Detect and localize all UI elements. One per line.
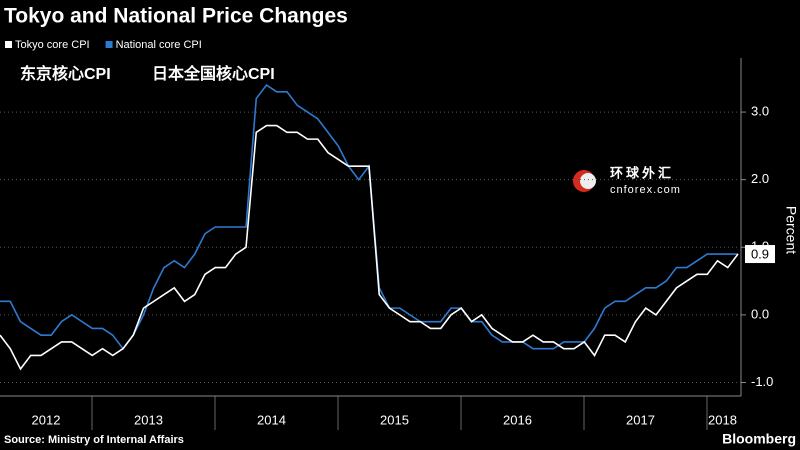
legend-label: Tokyo core CPI — [15, 39, 90, 51]
y-tick-label: 0.0 — [751, 306, 769, 321]
watermark-logo — [580, 173, 596, 189]
legend-label: National core CPI — [116, 39, 202, 51]
annotation: 日本全国核心CPI — [152, 64, 275, 83]
watermark: 环球外汇 — [610, 165, 674, 180]
line-series — [0, 124, 739, 371]
annotation: 东京核心CPI — [20, 64, 111, 83]
value-label-box — [745, 245, 775, 264]
legend-swatch — [5, 41, 12, 48]
watermark: cnforex.com — [610, 184, 681, 196]
x-tick-label: 2014 — [257, 412, 286, 427]
x-tick-label: 2016 — [503, 412, 532, 427]
x-tick-label: 2018 — [708, 412, 737, 427]
x-tick-label: 2012 — [32, 412, 61, 427]
legend-swatch — [105, 41, 113, 48]
chart-title: Tokyo and National Price Changes — [4, 5, 348, 28]
brand: Bloomberg — [722, 431, 796, 447]
x-tick-label: 2013 — [134, 412, 163, 427]
x-tick-label: 2015 — [380, 412, 409, 427]
value-label: 0.9 — [751, 246, 769, 261]
y-tick-label: -1.0 — [751, 374, 773, 389]
year-dividers — [91, 396, 708, 430]
y-tick-label: 2.0 — [751, 171, 769, 186]
y-tick-label: 3.0 — [751, 104, 769, 119]
y-axis-label: Percent — [783, 206, 799, 254]
source: Source: Ministry of Internal Affairs — [4, 434, 184, 446]
x-tick-label: 2017 — [626, 412, 655, 427]
line-series — [0, 83, 738, 351]
